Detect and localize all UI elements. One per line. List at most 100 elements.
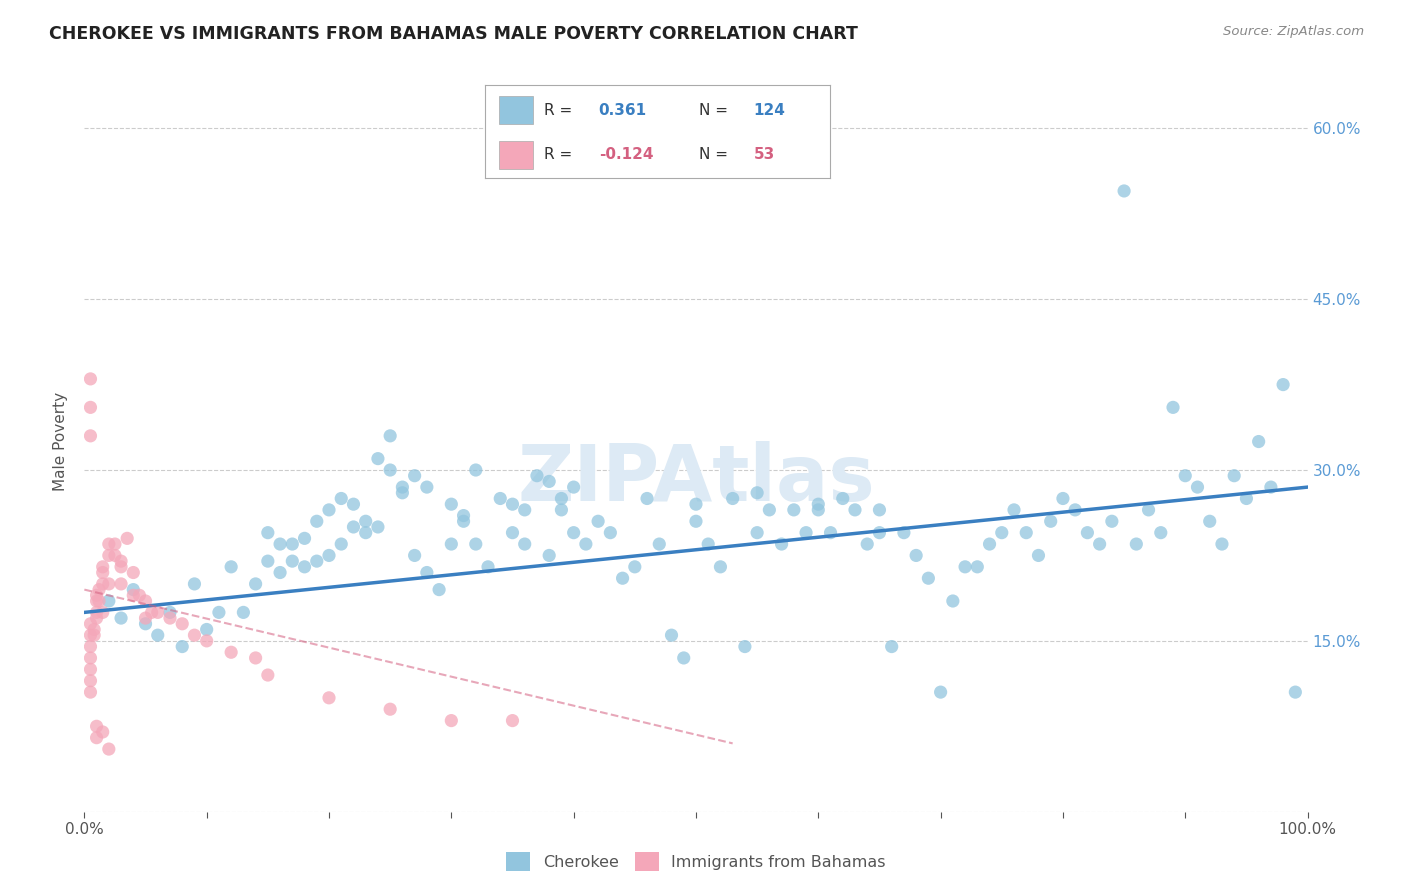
Point [489, 491, 512, 506]
Point [513, 503, 536, 517]
Point [79, 651, 101, 665]
Point [122, 582, 145, 597]
Point [141, 606, 163, 620]
Point [86, 611, 108, 625]
Point [1064, 503, 1087, 517]
Point [1284, 685, 1306, 699]
Y-axis label: Male Poverty: Male Poverty [53, 392, 69, 491]
Point [245, 651, 267, 665]
Point [86, 588, 108, 602]
Point [97, 577, 120, 591]
Point [135, 594, 157, 608]
Point [586, 514, 609, 528]
Point [624, 559, 647, 574]
Point [380, 429, 402, 443]
Point [1137, 503, 1160, 517]
Point [502, 525, 524, 540]
Point [1260, 480, 1282, 494]
Point [672, 651, 695, 665]
Point [110, 554, 132, 568]
Point [97, 594, 120, 608]
Point [440, 537, 463, 551]
Point [294, 532, 316, 546]
Text: N =: N = [699, 147, 728, 162]
Point [183, 628, 205, 642]
Point [367, 520, 389, 534]
Text: CHEROKEE VS IMMIGRANTS FROM BAHAMAS MALE POVERTY CORRELATION CHART: CHEROKEE VS IMMIGRANTS FROM BAHAMAS MALE… [49, 25, 858, 43]
Point [330, 537, 353, 551]
Point [648, 537, 671, 551]
Point [86, 606, 108, 620]
Point [219, 645, 242, 659]
Point [1125, 537, 1147, 551]
Point [79, 401, 101, 415]
Point [79, 685, 101, 699]
Point [747, 485, 769, 500]
Point [404, 549, 426, 563]
Point [97, 537, 120, 551]
Point [917, 571, 939, 585]
Point [79, 640, 101, 654]
Point [91, 606, 114, 620]
Point [538, 475, 561, 489]
Point [318, 690, 340, 705]
Point [942, 594, 965, 608]
Point [305, 514, 328, 528]
Text: 53: 53 [754, 147, 775, 162]
Point [122, 588, 145, 602]
Point [219, 559, 242, 574]
Bar [499, 141, 533, 169]
Point [172, 640, 194, 654]
Point [440, 714, 463, 728]
Point [770, 537, 793, 551]
Point [380, 702, 402, 716]
Point [122, 566, 145, 580]
Point [79, 628, 101, 642]
Point [661, 628, 683, 642]
Point [404, 468, 426, 483]
Point [172, 616, 194, 631]
Point [550, 503, 572, 517]
Point [979, 537, 1001, 551]
Point [195, 623, 218, 637]
Point [1114, 184, 1136, 198]
Point [257, 668, 280, 682]
Point [709, 559, 731, 574]
Point [1015, 525, 1038, 540]
Point [281, 537, 304, 551]
Point [104, 537, 127, 551]
Point [783, 503, 806, 517]
Point [146, 628, 169, 642]
Point [79, 372, 101, 386]
Point [318, 503, 340, 517]
Point [502, 497, 524, 511]
Point [991, 525, 1014, 540]
Point [294, 559, 316, 574]
Point [245, 577, 267, 591]
Text: N =: N = [699, 103, 728, 118]
Point [758, 503, 780, 517]
Text: 124: 124 [754, 103, 786, 118]
Text: -0.124: -0.124 [599, 147, 654, 162]
Point [612, 571, 634, 585]
Point [110, 559, 132, 574]
Point [91, 566, 114, 580]
Point [905, 549, 928, 563]
Point [416, 566, 439, 580]
Point [1039, 514, 1062, 528]
Point [1198, 514, 1220, 528]
Point [257, 525, 280, 540]
Point [844, 503, 866, 517]
Point [1187, 480, 1209, 494]
Point [513, 537, 536, 551]
Point [1236, 491, 1258, 506]
Point [104, 549, 127, 563]
Point [79, 662, 101, 676]
Point [562, 525, 585, 540]
Point [1161, 401, 1184, 415]
Point [1272, 377, 1295, 392]
Point [453, 508, 475, 523]
Point [721, 491, 744, 506]
Point [685, 514, 707, 528]
Text: R =: R = [544, 147, 572, 162]
